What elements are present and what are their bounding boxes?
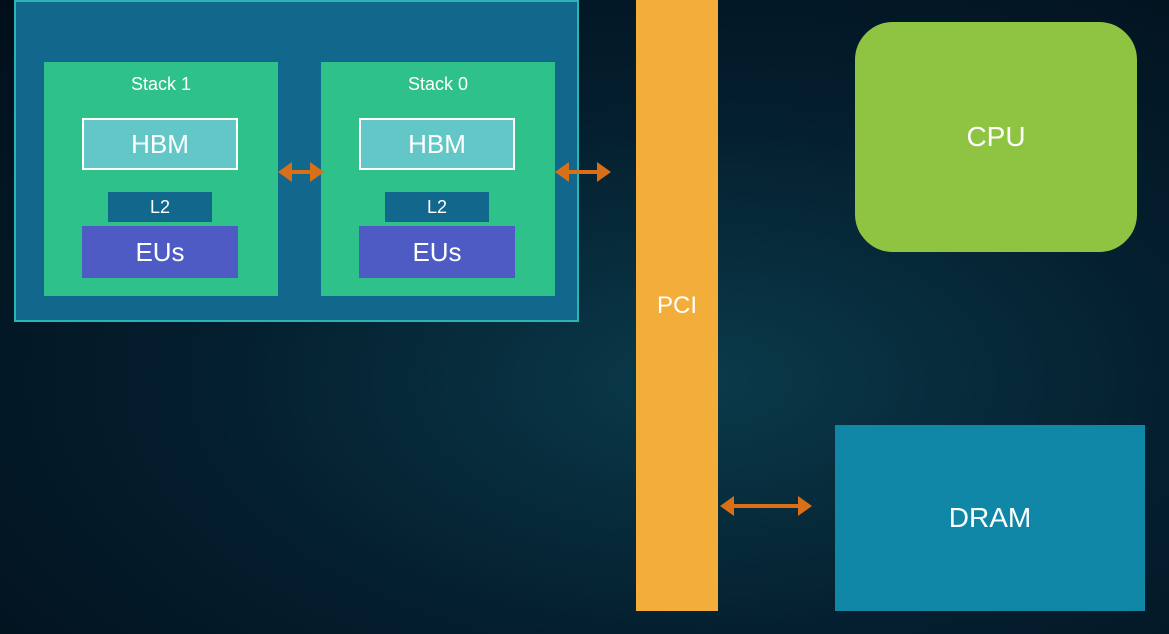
pci-label: PCI (657, 292, 697, 320)
stack-0-title: Stack 0 (323, 74, 553, 95)
dram-block: DRAM (835, 425, 1145, 611)
l2-label: L2 (150, 197, 170, 218)
cpu-label: CPU (966, 121, 1025, 153)
stack-1-l2: L2 (108, 192, 212, 222)
cpu-block: CPU (855, 22, 1137, 252)
dram-label: DRAM (949, 502, 1031, 534)
stack-0-eus: EUs (359, 226, 515, 278)
eus-label: EUs (135, 237, 184, 268)
pci-block: PCI (636, 0, 718, 611)
arrow-stack1-stack0 (290, 170, 312, 174)
l2-label: L2 (427, 197, 447, 218)
stack-1-hbm: HBM (82, 118, 238, 170)
hbm-label: HBM (408, 129, 466, 160)
arrow-pci-dram (732, 504, 800, 508)
stack-0-hbm: HBM (359, 118, 515, 170)
hbm-label: HBM (131, 129, 189, 160)
stack-1-title: Stack 1 (46, 74, 276, 95)
stack-1-eus: EUs (82, 226, 238, 278)
eus-label: EUs (412, 237, 461, 268)
stack-0-l2: L2 (385, 192, 489, 222)
arrow-stack0-pci (567, 170, 599, 174)
